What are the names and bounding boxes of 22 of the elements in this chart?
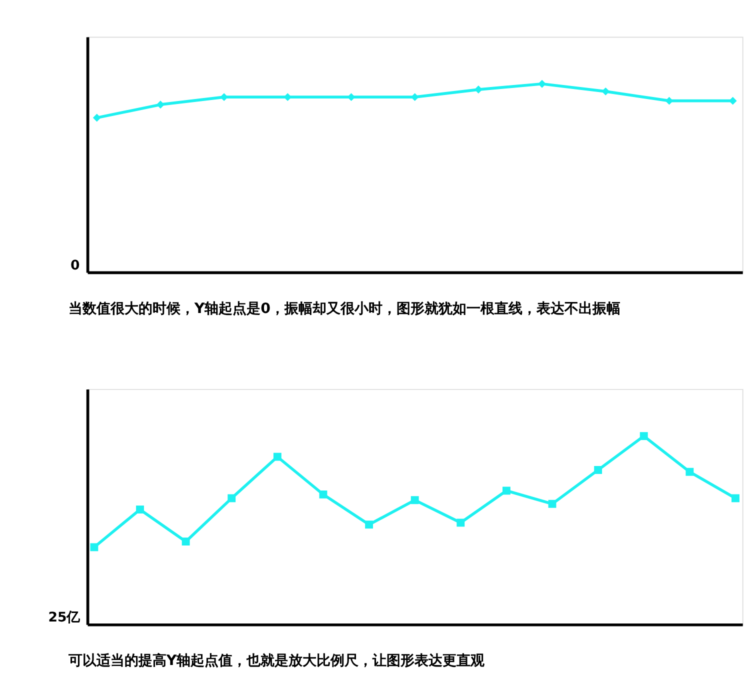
point [92,114,101,122]
point [273,452,282,461]
point [594,466,602,474]
point [410,496,419,504]
point [90,543,98,552]
point [182,538,190,546]
text: 当数值很大的时候，Y轴起点是0，振幅却又很小时，图形就犹如一根直线，表达不出振幅 [68,301,621,318]
point [365,520,374,529]
point [732,494,740,502]
text: 0 [70,258,80,274]
point [602,87,610,96]
point [640,432,648,440]
point [228,494,236,502]
point [136,506,144,514]
point [319,490,328,498]
text: 25亿 [48,610,81,626]
point [456,518,465,527]
text: 可以适当的提高Y轴起点值，也就是放大比例尺，让图形表达更直观 [67,652,486,670]
point [156,100,164,109]
point [686,468,694,476]
point [548,500,556,508]
point [502,486,510,495]
